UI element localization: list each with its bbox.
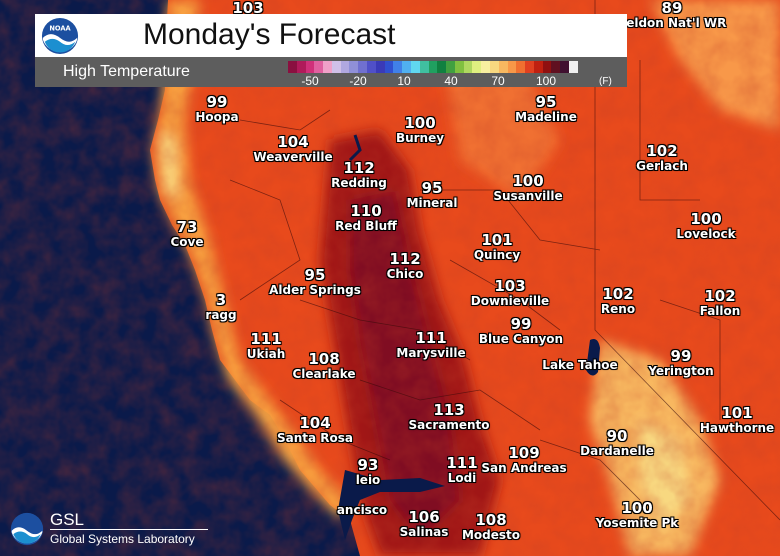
divider [50, 529, 208, 530]
color-swatch [367, 61, 376, 73]
color-swatch [551, 61, 561, 73]
city-label-san-andreas: 109 San Andreas [481, 444, 567, 475]
noaa-logo: NOAA [41, 17, 79, 55]
variable-label: High Temperature [63, 63, 190, 80]
color-swatch [463, 61, 473, 73]
city-label-dardanelle: 90 Dardanelle [580, 427, 654, 458]
city-label-yosemite: 100 Yosemite Pk [595, 499, 679, 530]
svg-text:NOAA: NOAA [49, 24, 71, 32]
color-swatch [349, 61, 359, 73]
city-label-clearlake: 108 Clearlake [292, 350, 356, 381]
city-label-redding: 112 Redding [331, 159, 387, 190]
city-label-weaverville: 104 Weaverville [253, 133, 333, 164]
legend-tick: 70 [491, 74, 505, 88]
city-label-103-top: 103 [232, 0, 264, 17]
color-swatch [358, 61, 368, 73]
color-swatch [323, 61, 332, 73]
color-swatch [481, 61, 490, 73]
color-swatch [428, 61, 438, 73]
city-label-sheldon: 89 heldon Nat'l WR [617, 0, 727, 30]
city-label-reno: 102 Reno [600, 285, 636, 316]
boundary-lines [229, 0, 780, 521]
city-label-chico: 112 Chico [386, 250, 424, 281]
color-swatch [516, 61, 526, 73]
city-label-fallon: 102 Fallon [699, 287, 741, 318]
city-label-hawthorne: 101 Hawthorne [699, 404, 775, 435]
city-label-marysville: 111 Marysville [396, 329, 466, 360]
city-label-lodi: 111 Lodi [446, 454, 478, 485]
org-short-name: GSL [50, 510, 85, 529]
gsl-logo [10, 512, 44, 546]
legend-bar: High Temperature -50 -20 10 40 70 100 (F… [35, 57, 627, 88]
city-label-red-bluff: 110 Red Bluff [335, 202, 397, 233]
city-label-alder-springs: 95 Alder Springs [269, 266, 361, 297]
city-label-cove: 73 Cove [170, 218, 204, 249]
color-swatch [288, 61, 297, 73]
city-label-vallejo: 93 leio [355, 456, 381, 487]
title-bar: NOAA Monday's Forecast [35, 14, 627, 57]
color-swatch [472, 61, 482, 73]
color-swatch [331, 61, 341, 73]
color-swatch [393, 61, 403, 73]
color-swatch [437, 61, 447, 73]
shasta-lake [348, 134, 362, 162]
city-label-blue-canyon: 99 Blue Canyon [478, 315, 564, 346]
color-swatch [296, 61, 306, 73]
sf-bay [338, 470, 445, 540]
color-swatch [569, 61, 578, 73]
city-label-downieville: 103 Downieville [470, 277, 550, 308]
legend-tick: 100 [535, 74, 557, 88]
color-swatch [498, 61, 508, 73]
color-swatch [542, 61, 552, 73]
color-swatch [375, 61, 385, 73]
color-swatch [314, 61, 324, 73]
unit-label: (F) [599, 76, 612, 87]
color-swatch [507, 61, 517, 73]
color-swatch [340, 61, 350, 73]
color-swatch [305, 61, 315, 73]
city-label-sacramento: 113 Sacramento [408, 401, 490, 432]
city-label-madeline: 95 Madeline [515, 93, 577, 124]
city-label-hoopa: 99 Hoopa [195, 93, 239, 124]
legend-tick: 10 [397, 74, 411, 88]
city-label-bragg: 3 ragg [205, 291, 237, 322]
legend-tick: 40 [444, 74, 458, 88]
legend-tick: -20 [349, 74, 367, 88]
city-label-santa-rosa: 104 Santa Rosa [276, 414, 354, 445]
color-swatch [419, 61, 429, 73]
color-scale [288, 61, 578, 73]
color-swatch [533, 61, 543, 73]
gsl-branding: GSL Global Systems Laboratory [10, 508, 210, 550]
color-swatch [525, 61, 534, 73]
color-swatch [384, 61, 394, 73]
city-label-gerlach: 102 Gerlach [636, 142, 688, 173]
city-label-mineral: 95 Mineral [406, 179, 458, 210]
city-label-modesto: 108 Modesto [461, 511, 521, 542]
page-title: Monday's Forecast [143, 18, 396, 51]
color-swatch [402, 61, 411, 73]
city-label-quincy: 101 Quincy [473, 231, 521, 262]
city-label-san-francisco: ancisco [336, 503, 388, 517]
lake-tahoe [586, 339, 600, 376]
city-label-lovelock: 100 Lovelock [676, 210, 736, 241]
city-label-ukiah: 111 Ukiah [246, 330, 286, 361]
city-label-yerington: 99 Yerington [648, 347, 714, 378]
city-label-salinas: 106 Salinas [399, 508, 449, 539]
color-swatch [560, 61, 569, 73]
color-swatch [410, 61, 420, 73]
city-label-susanville: 100 Susanville [493, 172, 563, 203]
city-label-burney: 100 Burney [395, 114, 445, 145]
color-swatch [446, 61, 455, 73]
forecast-header: NOAA Monday's Forecast High Temperature … [35, 14, 627, 88]
color-swatch [489, 61, 499, 73]
city-label-lake-tahoe: Lake Tahoe [542, 358, 618, 372]
legend-tick: -50 [301, 74, 319, 88]
color-swatch [454, 61, 464, 73]
org-full-name: Global Systems Laboratory [50, 532, 195, 546]
